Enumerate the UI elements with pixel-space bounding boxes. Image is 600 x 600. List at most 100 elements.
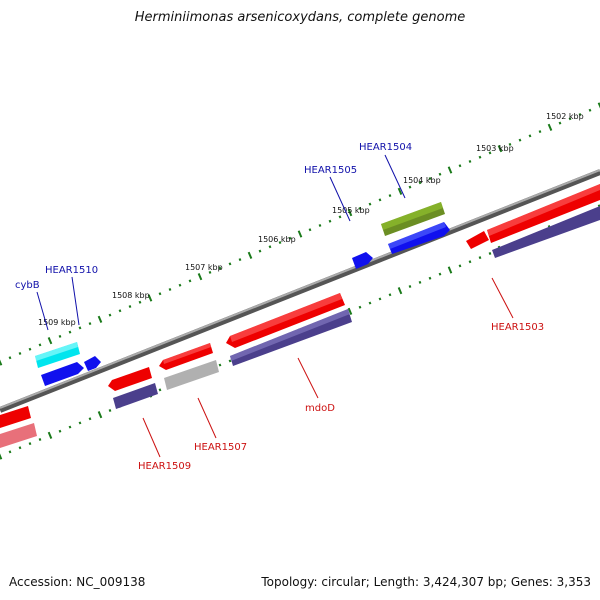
gene-HEAR1503[interactable] bbox=[487, 184, 600, 258]
scale-tick bbox=[147, 294, 153, 302]
scale-tick bbox=[468, 260, 472, 264]
scale-tick bbox=[578, 113, 582, 117]
gene-label-HEAR1507: HEAR1507 bbox=[194, 442, 247, 453]
gene-label-HEAR1510: HEAR1510 bbox=[45, 265, 98, 276]
genome-summary: Topology: circular; Length: 3,424,307 bp… bbox=[261, 575, 591, 589]
scale-tick bbox=[408, 185, 412, 189]
scale-tick bbox=[38, 343, 42, 347]
scale-tick bbox=[528, 134, 532, 138]
scale-tick bbox=[438, 172, 442, 176]
scale-tick bbox=[368, 202, 372, 206]
scale-tick bbox=[18, 351, 22, 355]
scale-tick bbox=[8, 356, 12, 360]
gene-label-HEAR1504: HEAR1504 bbox=[359, 142, 412, 153]
scale-tick bbox=[408, 285, 412, 289]
scale-tick bbox=[47, 337, 53, 345]
scale-tick bbox=[328, 219, 332, 223]
scale-tick bbox=[488, 151, 492, 155]
scale-tick bbox=[88, 322, 92, 326]
scale-tick bbox=[197, 273, 203, 281]
scale-tick bbox=[68, 330, 72, 334]
scale-tick-label: 1505 kbp bbox=[332, 206, 370, 215]
scale-tick bbox=[28, 442, 32, 446]
scale-tick bbox=[8, 450, 12, 454]
gene-reverse-arrow[interactable] bbox=[41, 362, 84, 386]
gene-label-cybB: cybB bbox=[15, 280, 40, 291]
scale-tick bbox=[538, 130, 542, 134]
scale-tick bbox=[58, 429, 62, 433]
scale-tick bbox=[558, 121, 562, 125]
gene-label-HEAR1509: HEAR1509 bbox=[138, 461, 191, 472]
gene-cybB[interactable] bbox=[35, 342, 80, 368]
scale-tick bbox=[597, 102, 600, 109]
scale-tick bbox=[347, 307, 353, 315]
scale-tick bbox=[158, 292, 162, 296]
scale-tick bbox=[568, 117, 572, 121]
scale-tick bbox=[428, 276, 432, 280]
scale-tick bbox=[118, 309, 122, 313]
scale-tick bbox=[138, 300, 142, 304]
scale-tick bbox=[378, 198, 382, 202]
scale-tick-label: 1509 kbp bbox=[38, 318, 76, 327]
scale-tick bbox=[518, 138, 522, 142]
scale-tick bbox=[418, 181, 422, 185]
scale-tick-label: 1504 kbp bbox=[403, 176, 441, 185]
scale-tick bbox=[258, 249, 262, 253]
scale-tick bbox=[497, 145, 503, 153]
scale-tick bbox=[338, 215, 342, 219]
genome-title: Herminiimonas arsenicoxydans, complete g… bbox=[134, 10, 466, 25]
scale-tick bbox=[78, 421, 82, 425]
gene-HEAR1505[interactable] bbox=[352, 252, 373, 269]
scale-tick bbox=[218, 266, 222, 270]
scale-tick bbox=[488, 251, 492, 255]
scale-tick bbox=[58, 334, 62, 338]
scale-tick bbox=[288, 236, 292, 240]
scale-tick-label: 1507 kbp bbox=[185, 263, 223, 272]
scale-tick bbox=[128, 305, 132, 309]
scale-tick bbox=[108, 409, 112, 413]
scale-tick bbox=[0, 453, 3, 460]
gene-reverse-arrow[interactable] bbox=[388, 222, 450, 254]
scale-tick bbox=[47, 431, 53, 439]
scale-tick bbox=[108, 313, 112, 317]
scale-tick bbox=[478, 155, 482, 159]
scale-tick bbox=[397, 187, 403, 195]
scale-tick bbox=[447, 166, 453, 174]
scale-tick bbox=[508, 142, 512, 146]
scale-tick bbox=[468, 159, 472, 163]
scale-tick bbox=[0, 359, 3, 366]
scale-tick bbox=[588, 108, 592, 112]
scale-tick bbox=[318, 223, 322, 227]
scale-tick bbox=[478, 256, 482, 260]
reverse-strand-genes bbox=[35, 202, 450, 386]
scale-tick-label: 1503 kbp bbox=[476, 144, 514, 153]
gene-HEAR1504[interactable] bbox=[381, 202, 445, 236]
scale-tick bbox=[458, 164, 462, 168]
gene-HEAR1507[interactable] bbox=[159, 343, 219, 390]
scale-tick bbox=[388, 194, 392, 198]
gene-HEAR1509[interactable] bbox=[108, 367, 158, 409]
gene-partial-left[interactable] bbox=[0, 406, 37, 448]
scale-tick bbox=[458, 264, 462, 268]
gene-forward-arrow[interactable] bbox=[466, 231, 489, 249]
scale-tick bbox=[38, 437, 42, 441]
scale-tick bbox=[97, 411, 103, 419]
scale-tick bbox=[168, 287, 172, 291]
scale-tick-label: 1502 kbp bbox=[546, 112, 584, 121]
scale-tick bbox=[547, 123, 553, 131]
scale-tick bbox=[208, 270, 212, 274]
gene-mdoD[interactable] bbox=[226, 293, 352, 366]
scale-tick bbox=[347, 209, 353, 217]
scale-tick bbox=[178, 283, 182, 287]
upper-scale-track bbox=[0, 102, 600, 366]
scale-tick bbox=[238, 258, 242, 262]
gene-labels: HEAR1504 HEAR1505 HEAR1510 cybB HEAR1503… bbox=[15, 142, 544, 472]
accession-label: Accession: NC_009138 bbox=[9, 575, 146, 589]
scale-tick bbox=[247, 251, 253, 259]
scale-tick bbox=[78, 326, 82, 330]
gene-HEAR1510[interactable] bbox=[84, 356, 101, 371]
scale-tick bbox=[418, 280, 422, 284]
scale-tick bbox=[358, 305, 362, 309]
gene-label-HEAR1503: HEAR1503 bbox=[491, 322, 544, 333]
